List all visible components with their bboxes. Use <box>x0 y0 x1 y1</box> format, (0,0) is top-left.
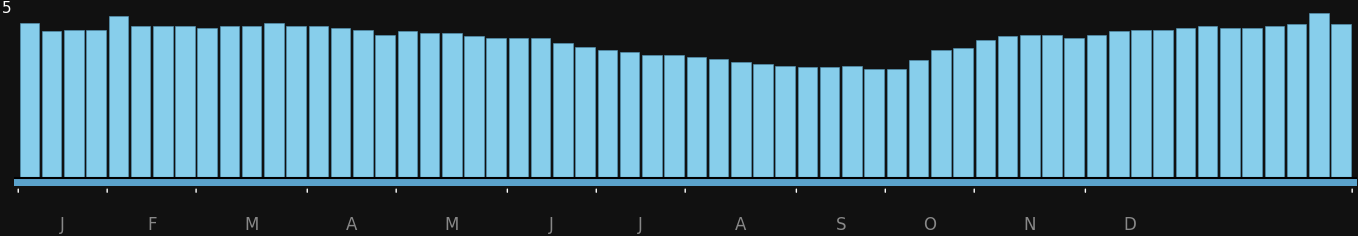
Bar <box>1309 13 1328 178</box>
Bar <box>1086 35 1107 178</box>
Bar <box>664 55 684 178</box>
Bar <box>175 26 194 178</box>
Bar <box>1243 28 1262 178</box>
Bar <box>64 30 84 178</box>
Bar <box>331 28 350 178</box>
Bar <box>1331 25 1351 178</box>
Bar <box>153 26 172 178</box>
Bar <box>1042 35 1062 178</box>
Bar <box>619 52 640 178</box>
Bar <box>775 66 794 178</box>
Bar <box>19 23 39 178</box>
Text: J: J <box>638 216 644 234</box>
Bar <box>220 26 239 178</box>
Bar <box>531 38 550 178</box>
Bar <box>87 30 106 178</box>
Bar <box>420 33 440 178</box>
Bar <box>441 33 462 178</box>
Text: F: F <box>147 216 156 234</box>
Bar <box>820 67 839 178</box>
Bar <box>242 26 262 178</box>
Bar <box>464 37 483 178</box>
Text: J: J <box>550 216 554 234</box>
Bar <box>398 31 417 178</box>
Bar <box>909 60 929 178</box>
Bar <box>287 26 306 178</box>
Bar <box>642 55 661 178</box>
Bar <box>887 69 906 178</box>
Bar <box>130 26 151 178</box>
Bar <box>797 67 818 178</box>
Bar <box>109 16 128 178</box>
Bar <box>975 40 995 178</box>
Text: A: A <box>346 216 357 234</box>
Bar <box>1219 28 1240 178</box>
Bar <box>486 38 507 178</box>
Text: A: A <box>735 216 747 234</box>
Bar <box>263 23 284 178</box>
Bar <box>42 31 61 178</box>
Bar <box>353 30 372 178</box>
Bar <box>865 69 884 178</box>
Text: S: S <box>835 216 846 234</box>
Bar <box>1065 38 1084 178</box>
Bar <box>509 38 528 178</box>
Text: J: J <box>60 216 65 234</box>
Text: M: M <box>444 216 459 234</box>
Bar <box>709 59 728 178</box>
Bar <box>1109 31 1128 178</box>
Text: N: N <box>1024 216 1036 234</box>
Bar <box>1020 35 1040 178</box>
Bar <box>197 28 217 178</box>
Bar <box>1153 30 1173 178</box>
Bar <box>1176 28 1195 178</box>
Bar <box>576 47 595 178</box>
Bar <box>932 50 951 178</box>
Bar <box>1131 30 1150 178</box>
Bar <box>308 26 329 178</box>
Bar <box>14 178 1357 186</box>
Bar <box>1287 25 1306 178</box>
Text: D: D <box>1123 216 1137 234</box>
Bar <box>842 66 862 178</box>
Text: M: M <box>244 216 259 234</box>
Bar <box>754 64 773 178</box>
Bar <box>553 43 573 178</box>
Text: O: O <box>923 216 936 234</box>
Bar <box>953 48 972 178</box>
Bar <box>598 50 617 178</box>
Bar <box>1264 26 1285 178</box>
Bar <box>998 37 1017 178</box>
Bar <box>731 62 751 178</box>
Bar <box>687 57 706 178</box>
Bar <box>375 35 395 178</box>
Bar <box>1198 26 1217 178</box>
